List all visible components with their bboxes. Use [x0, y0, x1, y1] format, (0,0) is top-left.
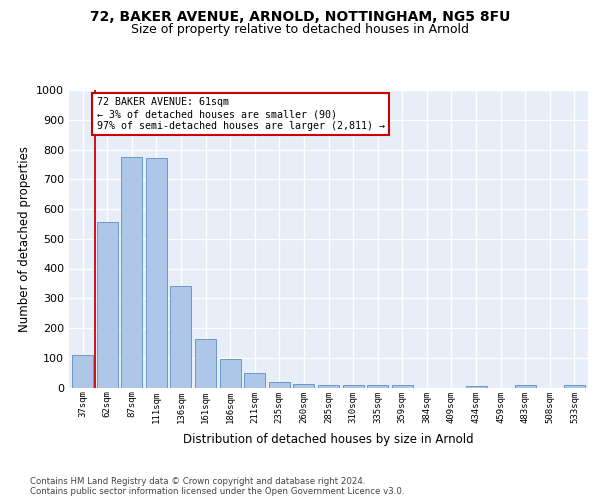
Bar — [220, 359, 241, 388]
Text: 72 BAKER AVENUE: 61sqm
← 3% of detached houses are smaller (90)
97% of semi-deta: 72 BAKER AVENUE: 61sqm ← 3% of detached … — [97, 98, 385, 130]
Bar — [318, 384, 339, 388]
Bar — [564, 384, 585, 388]
Text: Size of property relative to detached houses in Arnold: Size of property relative to detached ho… — [131, 22, 469, 36]
Bar — [97, 222, 118, 388]
Text: 72, BAKER AVENUE, ARNOLD, NOTTINGHAM, NG5 8FU: 72, BAKER AVENUE, ARNOLD, NOTTINGHAM, NG… — [90, 10, 510, 24]
Bar — [293, 384, 314, 388]
Text: Distribution of detached houses by size in Arnold: Distribution of detached houses by size … — [184, 432, 474, 446]
Bar — [72, 355, 93, 388]
Bar — [170, 286, 191, 388]
Bar — [515, 384, 536, 388]
Bar — [121, 157, 142, 388]
Bar — [392, 384, 413, 388]
Y-axis label: Number of detached properties: Number of detached properties — [17, 146, 31, 332]
Bar — [195, 339, 216, 388]
Bar — [466, 386, 487, 388]
Bar — [343, 384, 364, 388]
Bar — [244, 372, 265, 388]
Bar — [146, 158, 167, 388]
Bar — [367, 384, 388, 388]
Text: Contains HM Land Registry data © Crown copyright and database right 2024.
Contai: Contains HM Land Registry data © Crown c… — [30, 476, 404, 496]
Bar — [269, 382, 290, 388]
